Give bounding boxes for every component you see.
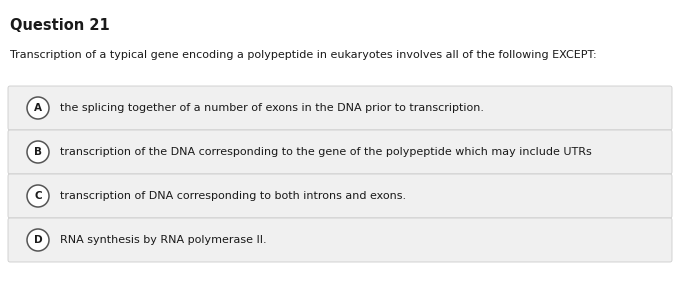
- Text: D: D: [34, 235, 42, 245]
- Text: A: A: [34, 103, 42, 113]
- FancyBboxPatch shape: [8, 86, 672, 130]
- FancyBboxPatch shape: [8, 130, 672, 174]
- Ellipse shape: [27, 185, 49, 207]
- Ellipse shape: [27, 141, 49, 163]
- Ellipse shape: [27, 97, 49, 119]
- Text: C: C: [34, 191, 41, 201]
- Text: RNA synthesis by RNA polymerase II.: RNA synthesis by RNA polymerase II.: [60, 235, 267, 245]
- Text: B: B: [34, 147, 42, 157]
- FancyBboxPatch shape: [8, 218, 672, 262]
- Text: transcription of the DNA corresponding to the gene of the polypeptide which may : transcription of the DNA corresponding t…: [60, 147, 592, 157]
- Ellipse shape: [27, 229, 49, 251]
- Text: the splicing together of a number of exons in the DNA prior to transcription.: the splicing together of a number of exo…: [60, 103, 484, 113]
- Text: Question 21: Question 21: [10, 18, 109, 33]
- FancyBboxPatch shape: [8, 174, 672, 218]
- Text: Transcription of a typical gene encoding a polypeptide in eukaryotes involves al: Transcription of a typical gene encoding…: [10, 50, 596, 60]
- Text: transcription of DNA corresponding to both introns and exons.: transcription of DNA corresponding to bo…: [60, 191, 406, 201]
